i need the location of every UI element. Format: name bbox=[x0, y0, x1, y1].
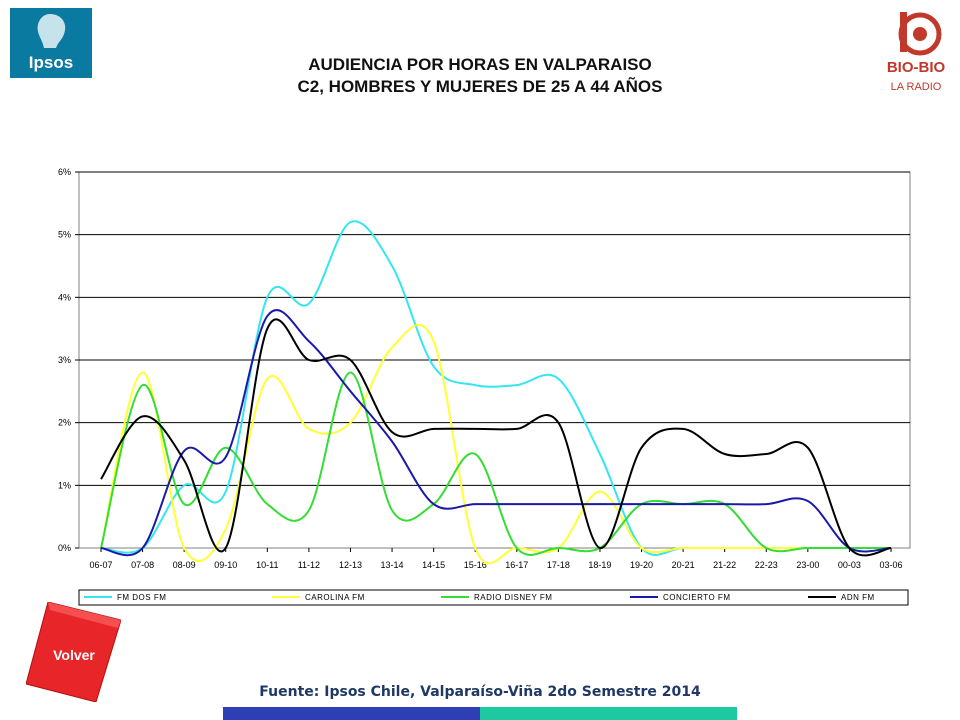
bio-logo-stem bbox=[900, 12, 907, 52]
volver-highlight bbox=[48, 602, 121, 628]
x-tick-label: 03-06 bbox=[879, 560, 902, 570]
series-lines bbox=[100, 220, 892, 565]
bio-bio-logo: BIO-BIO LA RADIO bbox=[887, 12, 946, 93]
ipsos-logo-text: Ipsos bbox=[29, 53, 73, 72]
source-note: Fuente: Ipsos Chile, Valparaíso-Viña 2do… bbox=[259, 684, 701, 700]
series-line-1 bbox=[100, 324, 891, 565]
legend: FM DOS FM CAROLINA FM RADIO DISNEY FM CONCI… bbox=[84, 593, 875, 602]
y-tick-label: 0% bbox=[58, 543, 71, 553]
x-tick-label: 18-19 bbox=[588, 560, 611, 570]
x-tick-label: 16-17 bbox=[505, 560, 528, 570]
series-line-4 bbox=[100, 318, 892, 557]
series-line-3 bbox=[100, 309, 892, 557]
x-tick-label: 17-18 bbox=[547, 560, 570, 570]
y-tick-label: 4% bbox=[58, 292, 71, 302]
bio-logo-text: BIO-BIO bbox=[887, 59, 946, 76]
legend-label: CONCIERTO FM bbox=[663, 593, 730, 602]
legend-label: CAROLINA FM bbox=[305, 593, 365, 602]
series-line-2 bbox=[100, 371, 891, 556]
x-tick-label: 14-15 bbox=[422, 560, 445, 570]
x-tick-label: 13-14 bbox=[381, 560, 404, 570]
legend-box bbox=[78, 589, 909, 606]
title-line-1: AUDIENCIA POR HORAS EN VALPARAISO bbox=[308, 55, 652, 74]
y-axis-ticks: 0% 1% 2% 3% 4% 5% 6% bbox=[58, 167, 79, 553]
x-tick-label: 09-10 bbox=[214, 560, 237, 570]
x-tick-label: 08-09 bbox=[173, 560, 196, 570]
ipsos-logo: Ipsos bbox=[10, 8, 92, 78]
x-tick-label: 15-16 bbox=[464, 560, 487, 570]
x-tick-label: 22-23 bbox=[755, 560, 778, 570]
x-tick-label: 20-21 bbox=[672, 560, 695, 570]
x-axis-ticks: 06-07 07-08 08-09 09-10 10-11 11-12 12-13 13-14… bbox=[89, 548, 903, 570]
y-tick-label: 3% bbox=[58, 355, 71, 365]
y-tick-label: 1% bbox=[58, 480, 71, 490]
legend-label: RADIO DISNEY FM bbox=[474, 593, 552, 602]
volver-button[interactable]: Volver bbox=[26, 602, 121, 702]
bio-logo-subtext: LA RADIO bbox=[891, 81, 942, 93]
x-tick-label: 00-03 bbox=[838, 560, 861, 570]
x-tick-label: 23-00 bbox=[796, 560, 819, 570]
footer-bar-right bbox=[480, 707, 737, 720]
x-tick-label: 19-20 bbox=[630, 560, 653, 570]
gridlines bbox=[79, 171, 910, 486]
y-tick-label: 5% bbox=[58, 230, 71, 240]
x-tick-label: 12-13 bbox=[339, 560, 362, 570]
footer-bar-left bbox=[223, 707, 480, 720]
x-tick-label: 10-11 bbox=[256, 560, 278, 570]
x-tick-label: 11-12 bbox=[298, 560, 320, 570]
legend-label: ADN FM bbox=[841, 593, 875, 602]
volver-label: Volver bbox=[53, 647, 95, 663]
legend-label: FM DOS FM bbox=[117, 593, 166, 602]
ipsos-head-icon bbox=[37, 14, 66, 48]
x-tick-label: 07-08 bbox=[131, 560, 154, 570]
chart-title: AUDIENCIA POR HORAS EN VALPARAISO C2, HO… bbox=[180, 54, 780, 98]
x-tick-label: 06-07 bbox=[89, 560, 112, 570]
title-line-2: C2, HOMBRES Y MUJERES DE 25 A 44 AÑOS bbox=[297, 77, 663, 96]
bio-logo-dot bbox=[913, 27, 927, 41]
x-tick-label: 21-22 bbox=[713, 560, 736, 570]
y-tick-label: 2% bbox=[58, 418, 71, 428]
y-tick-label: 6% bbox=[58, 167, 71, 177]
